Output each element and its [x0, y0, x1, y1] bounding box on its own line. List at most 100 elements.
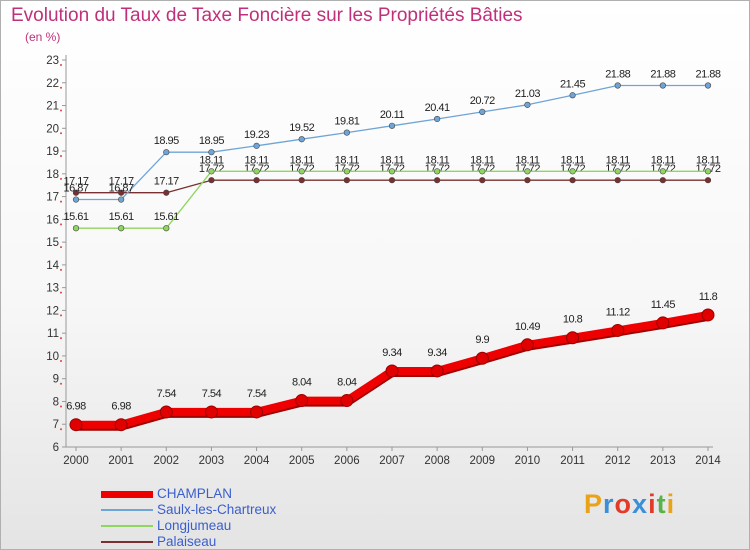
y-minor-dot — [60, 359, 62, 362]
data-point — [569, 92, 576, 99]
data-label: 21.88 — [695, 68, 720, 80]
data-point — [388, 122, 396, 129]
data-point — [704, 168, 712, 175]
data-point — [118, 196, 125, 203]
y-minor-dot — [60, 155, 62, 158]
data-label: 18.11 — [560, 154, 585, 166]
data-point — [118, 189, 125, 196]
data-point — [434, 168, 441, 175]
brand-letter: o — [614, 489, 633, 519]
data-label: 9.34 — [427, 347, 447, 359]
data-label: 18.11 — [425, 154, 450, 166]
data-label: 20.72 — [470, 95, 495, 107]
data-point — [704, 82, 712, 89]
data-label: 18.11 — [244, 154, 269, 166]
y-tick-label: 18 — [46, 169, 59, 181]
data-label: 18.95 — [199, 135, 224, 147]
data-label: 15.61 — [109, 211, 134, 223]
data-label: 19.81 — [334, 116, 359, 128]
legend-swatch — [101, 490, 153, 498]
y-tick-label: 6 — [53, 442, 59, 454]
data-point — [614, 168, 621, 175]
data-point — [569, 168, 576, 175]
x-tick-label: 2000 — [63, 455, 89, 467]
data-label: 20.11 — [380, 109, 405, 121]
y-minor-dot — [60, 86, 62, 89]
data-label: 15.61 — [63, 211, 88, 223]
data-label: 18.11 — [380, 154, 405, 166]
data-label: 10.49 — [515, 321, 540, 333]
data-point — [343, 177, 350, 184]
y-tick-label: 13 — [46, 283, 59, 295]
data-point — [159, 405, 173, 419]
brand-letter: P — [584, 489, 604, 519]
data-label: 21.88 — [650, 68, 675, 80]
data-point — [118, 225, 125, 232]
data-label: 18.11 — [335, 154, 360, 166]
data-label: 18.11 — [515, 154, 540, 166]
data-label: 18.11 — [696, 154, 721, 166]
y-minor-dot — [60, 64, 62, 66]
data-label: 17.17 — [109, 176, 134, 188]
x-tick-label: 2008 — [424, 455, 450, 467]
data-point — [250, 405, 264, 419]
data-point — [208, 177, 215, 184]
data-label: 18.11 — [470, 154, 495, 166]
data-point — [72, 189, 80, 196]
brand-letter: i — [666, 489, 676, 519]
data-label: 18.11 — [199, 154, 224, 166]
data-label: 6.98 — [66, 401, 86, 413]
x-tick-label: 2004 — [244, 455, 270, 467]
data-point — [295, 394, 309, 408]
data-point — [569, 177, 576, 184]
y-minor-dot — [60, 200, 62, 203]
data-point — [388, 168, 396, 175]
data-point — [479, 108, 486, 116]
data-point — [343, 168, 350, 175]
data-point — [298, 136, 305, 143]
y-tick-label: 22 — [46, 78, 59, 90]
legend-label: Saulx-les-Chartreux — [157, 502, 277, 517]
data-label: 8.04 — [292, 377, 312, 389]
y-tick-label: 10 — [46, 351, 59, 363]
y-tick-label: 16 — [46, 214, 59, 226]
data-label: 10.8 — [563, 314, 583, 326]
x-tick-label: 2005 — [289, 455, 315, 467]
y-tick-label: 23 — [46, 55, 59, 67]
data-point — [704, 177, 712, 184]
data-label: 17.17 — [154, 176, 179, 188]
x-tick-label: 2007 — [379, 455, 405, 467]
chart-unit: (en %) — [25, 30, 61, 44]
y-tick-label: 9 — [53, 374, 59, 386]
data-label: 19.23 — [244, 129, 269, 141]
data-point — [298, 177, 305, 184]
data-point — [253, 177, 260, 184]
data-label: 21.03 — [515, 88, 540, 100]
y-tick-label: 15 — [46, 237, 59, 249]
brand-letter: t — [656, 489, 667, 519]
y-tick-label: 12 — [46, 305, 59, 317]
chart-title: Evolution du Taux de Taxe Foncière sur l… — [11, 5, 523, 26]
data-point — [479, 177, 486, 184]
data-label: 18.11 — [651, 154, 676, 166]
y-tick-label: 20 — [46, 123, 59, 135]
data-point — [524, 168, 531, 175]
y-minor-dot — [60, 291, 62, 294]
y-tick-label: 21 — [46, 101, 59, 113]
data-point — [114, 418, 128, 432]
brand-letter: i — [648, 489, 657, 519]
data-point — [253, 142, 260, 149]
y-minor-dot — [60, 337, 62, 340]
data-point — [163, 189, 170, 196]
data-point — [614, 82, 621, 89]
y-tick-label: 8 — [53, 396, 59, 408]
data-label: 11.12 — [606, 306, 631, 318]
data-label: 6.98 — [111, 401, 131, 413]
x-tick-label: 2013 — [650, 455, 676, 467]
data-point — [656, 316, 670, 330]
legend-label: Longjumeau — [157, 518, 232, 533]
data-label: 11.45 — [651, 299, 676, 311]
data-point — [208, 149, 215, 156]
data-point — [163, 149, 170, 156]
